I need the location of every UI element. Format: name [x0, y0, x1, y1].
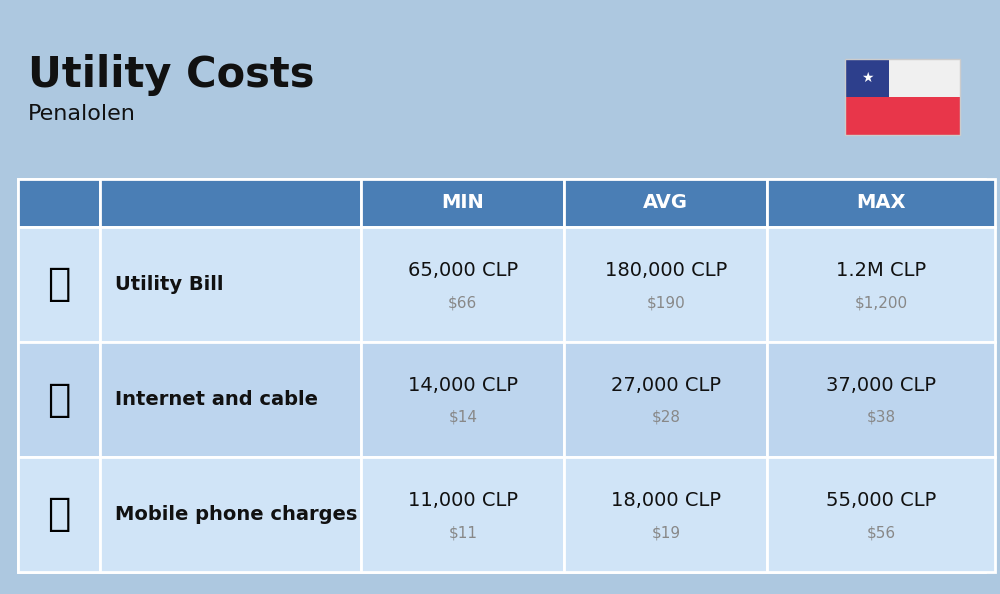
- Bar: [361, 342, 564, 457]
- Text: 37,000 CLP: 37,000 CLP: [826, 376, 936, 395]
- Text: $190: $190: [647, 295, 685, 310]
- Bar: [564, 457, 767, 572]
- Text: 14,000 CLP: 14,000 CLP: [408, 376, 518, 395]
- Bar: [100, 342, 361, 457]
- Text: $66: $66: [448, 295, 477, 310]
- Bar: [18, 179, 985, 227]
- Bar: [18, 227, 985, 342]
- Bar: [361, 179, 564, 227]
- Bar: [767, 457, 995, 572]
- Text: 🔌: 🔌: [47, 266, 71, 304]
- Text: $14: $14: [448, 410, 477, 425]
- Bar: [361, 227, 564, 342]
- Text: $11: $11: [448, 525, 477, 540]
- Bar: [18, 457, 100, 572]
- Bar: [889, 59, 960, 97]
- Bar: [361, 457, 564, 572]
- Bar: [845, 97, 960, 135]
- Bar: [564, 342, 767, 457]
- Bar: [845, 59, 960, 135]
- Text: ★: ★: [861, 71, 873, 85]
- Bar: [18, 342, 985, 457]
- Bar: [100, 179, 361, 227]
- Text: Penalolen: Penalolen: [28, 104, 136, 124]
- Text: 180,000 CLP: 180,000 CLP: [605, 261, 727, 280]
- Text: Internet and cable: Internet and cable: [115, 390, 318, 409]
- Text: 55,000 CLP: 55,000 CLP: [826, 491, 936, 510]
- Text: MIN: MIN: [441, 194, 484, 213]
- Bar: [18, 179, 100, 227]
- Text: $38: $38: [866, 410, 896, 425]
- Bar: [100, 227, 361, 342]
- Bar: [100, 457, 361, 572]
- Text: Utility Costs: Utility Costs: [28, 54, 314, 96]
- Text: $56: $56: [866, 525, 896, 540]
- Bar: [18, 342, 100, 457]
- Bar: [564, 227, 767, 342]
- Text: 11,000 CLP: 11,000 CLP: [408, 491, 518, 510]
- Text: Utility Bill: Utility Bill: [115, 275, 224, 294]
- Text: Mobile phone charges: Mobile phone charges: [115, 505, 358, 524]
- Bar: [767, 342, 995, 457]
- Text: $19: $19: [651, 525, 680, 540]
- Text: MAX: MAX: [856, 194, 906, 213]
- Text: 27,000 CLP: 27,000 CLP: [611, 376, 721, 395]
- Text: 📱: 📱: [47, 495, 71, 533]
- Bar: [767, 179, 995, 227]
- Text: 65,000 CLP: 65,000 CLP: [408, 261, 518, 280]
- Text: 18,000 CLP: 18,000 CLP: [611, 491, 721, 510]
- Bar: [18, 227, 100, 342]
- Text: 📡: 📡: [47, 381, 71, 419]
- Text: 1.2M CLP: 1.2M CLP: [836, 261, 926, 280]
- Text: $1,200: $1,200: [854, 295, 908, 310]
- Bar: [767, 227, 995, 342]
- Bar: [564, 179, 767, 227]
- Text: AVG: AVG: [643, 194, 688, 213]
- Text: $28: $28: [651, 410, 680, 425]
- Bar: [18, 457, 985, 572]
- Bar: [845, 59, 889, 97]
